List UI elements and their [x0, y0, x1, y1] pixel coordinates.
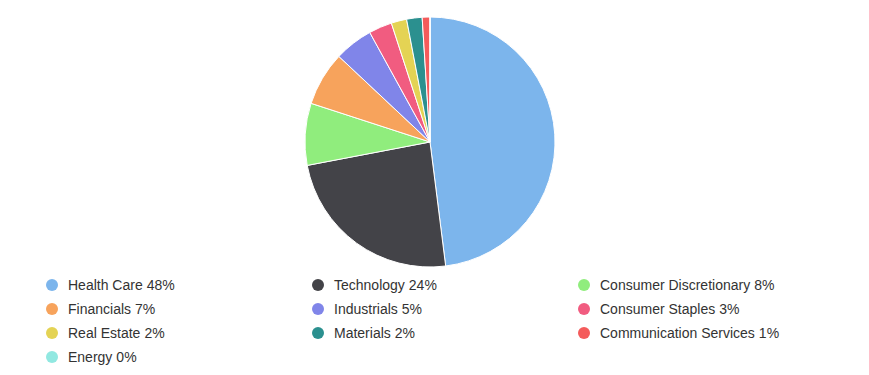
legend-value: 48% — [147, 277, 175, 293]
legend-marker — [46, 303, 58, 315]
legend-name: Consumer Staples — [600, 301, 715, 317]
legend-marker — [578, 279, 590, 291]
legend-item: Real Estate2% — [46, 325, 165, 341]
legend-label: Real Estate2% — [68, 325, 165, 341]
legend-name: Materials — [334, 325, 391, 341]
legend-value: 2% — [395, 325, 415, 341]
legend-item: Materials2% — [312, 325, 415, 341]
legend-name: Energy — [68, 349, 112, 365]
legend-label: Technology24% — [334, 277, 437, 293]
legend-marker — [312, 303, 324, 315]
pie-slice — [422, 17, 430, 142]
legend-value: 8% — [754, 277, 774, 293]
legend-item: Industrials5% — [312, 301, 422, 317]
legend-value: 1% — [759, 325, 779, 341]
legend-marker — [578, 327, 590, 339]
legend-name: Technology — [334, 277, 405, 293]
legend-marker — [578, 303, 590, 315]
pie-slice — [430, 17, 555, 266]
legend-label: Consumer Discretionary8% — [600, 277, 774, 293]
legend-item: Energy0% — [46, 349, 137, 365]
pie-slice — [430, 17, 431, 142]
legend-item: Financials7% — [46, 301, 155, 317]
legend-item: Technology24% — [312, 277, 437, 293]
legend-name: Industrials — [334, 301, 398, 317]
legend-label: Materials2% — [334, 325, 415, 341]
legend-name: Consumer Discretionary — [600, 277, 750, 293]
legend-label: Industrials5% — [334, 301, 422, 317]
legend-name: Real Estate — [68, 325, 141, 341]
legend: Health Care48% Technology24% Consumer Disc… — [46, 277, 779, 365]
legend-item: Consumer Discretionary8% — [578, 277, 774, 293]
legend-name: Health Care — [68, 277, 143, 293]
legend-value: 3% — [719, 301, 739, 317]
pie — [305, 17, 555, 267]
legend-name: Financials — [68, 301, 131, 317]
legend-marker — [46, 327, 58, 339]
legend-item: Health Care48% — [46, 277, 175, 293]
legend-item: Communication Services1% — [578, 325, 779, 341]
legend-marker — [46, 351, 58, 363]
legend-label: Energy0% — [68, 349, 137, 365]
chart: Health Care48% Technology24% Consumer Disc… — [0, 0, 869, 375]
legend-marker — [312, 327, 324, 339]
legend-value: 2% — [144, 325, 164, 341]
pie-slice — [407, 17, 430, 142]
legend-value: 7% — [135, 301, 155, 317]
legend-label: Health Care48% — [68, 277, 175, 293]
legend-marker — [46, 279, 58, 291]
legend-value: 0% — [116, 349, 136, 365]
legend-marker — [312, 279, 324, 291]
legend-value: 5% — [402, 301, 422, 317]
legend-label: Consumer Staples3% — [600, 301, 739, 317]
legend-label: Financials7% — [68, 301, 155, 317]
legend-label: Communication Services1% — [600, 325, 779, 341]
legend-name: Communication Services — [600, 325, 755, 341]
legend-value: 24% — [409, 277, 437, 293]
legend-item: Consumer Staples3% — [578, 301, 739, 317]
